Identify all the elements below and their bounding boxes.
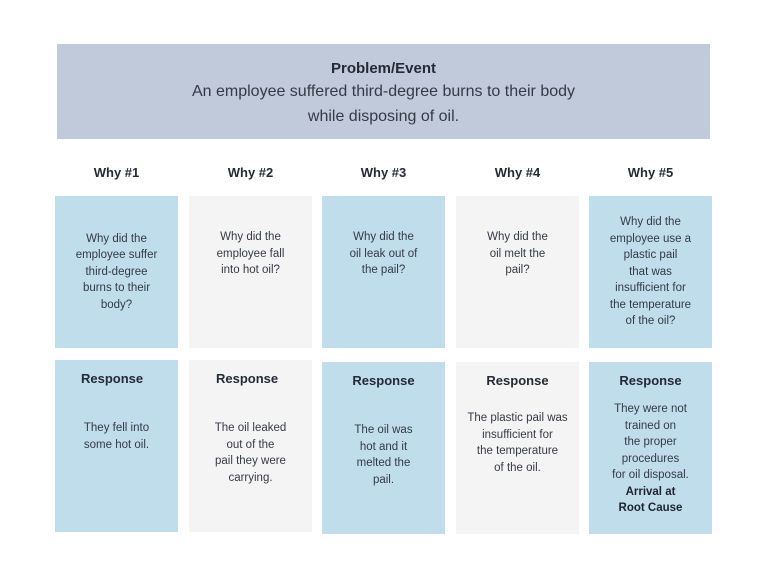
why-2-response: The oil leaked out of the pail they were… <box>214 422 287 484</box>
why-5-response-label: Response <box>619 373 682 388</box>
why-1-question: Why did the employee suffer third-degree… <box>75 232 158 311</box>
why-4-response-label: Response <box>486 373 549 388</box>
why-3-response: The oil was hot and it melted the pail. <box>354 424 413 486</box>
why-3-question: Why did the oil leak out of the pail? <box>349 231 418 277</box>
why-2-response-box: Response The oil leaked out of the pail … <box>189 360 312 532</box>
why-1-response: They fell into some hot oil. <box>83 422 150 451</box>
why-5-response-box: Response They were not trained on the pr… <box>589 362 712 534</box>
why-5-question: Why did the employee use a plastic pail … <box>609 216 692 328</box>
why-2-label: Why #2 <box>227 165 274 180</box>
why-4-label: Why #4 <box>494 165 541 180</box>
why-3-question-box: Why did the oil leak out of the pail? <box>322 196 445 348</box>
problem-description-line2: while disposing of oil. <box>307 108 460 125</box>
why-1-question-box: Why did the employee suffer third-degree… <box>55 196 178 348</box>
problem-event-header: Problem/Event An employee suffered third… <box>57 44 710 139</box>
why-4-question-box: Why did the oil melt the pail? <box>456 196 579 348</box>
why-3-label: Why #3 <box>360 165 407 180</box>
why-5-question-box: Why did the employee use a plastic pail … <box>589 196 712 348</box>
why-4-response-box: Response The plastic pail was insufficie… <box>456 362 579 534</box>
why-3-response-box: Response The oil was hot and it melted t… <box>322 362 445 534</box>
problem-description-line1: An employee suffered third-degree burns … <box>191 83 576 100</box>
why-1-response-label: Response <box>81 371 144 386</box>
why-1-label: Why #1 <box>93 165 140 180</box>
problem-title: Problem/Event <box>330 60 437 77</box>
why-5-label: Why #5 <box>627 165 674 180</box>
why-4-question: Why did the oil melt the pail? <box>487 231 548 277</box>
why-2-question-box: Why did the employee fall into hot oil? <box>189 196 312 348</box>
why-1-response-box: Response They fell into some hot oil. <box>55 360 178 532</box>
root-cause-label: Arrival at Root Cause <box>618 485 683 515</box>
why-3-response-label: Response <box>352 373 415 388</box>
why-2-response-label: Response <box>216 371 279 386</box>
why-2-question: Why did the employee fall into hot oil? <box>216 231 285 277</box>
why-4-response: The plastic pail was insufficient for th… <box>467 412 568 474</box>
why-5-response: They were not trained on the proper proc… <box>612 403 689 481</box>
